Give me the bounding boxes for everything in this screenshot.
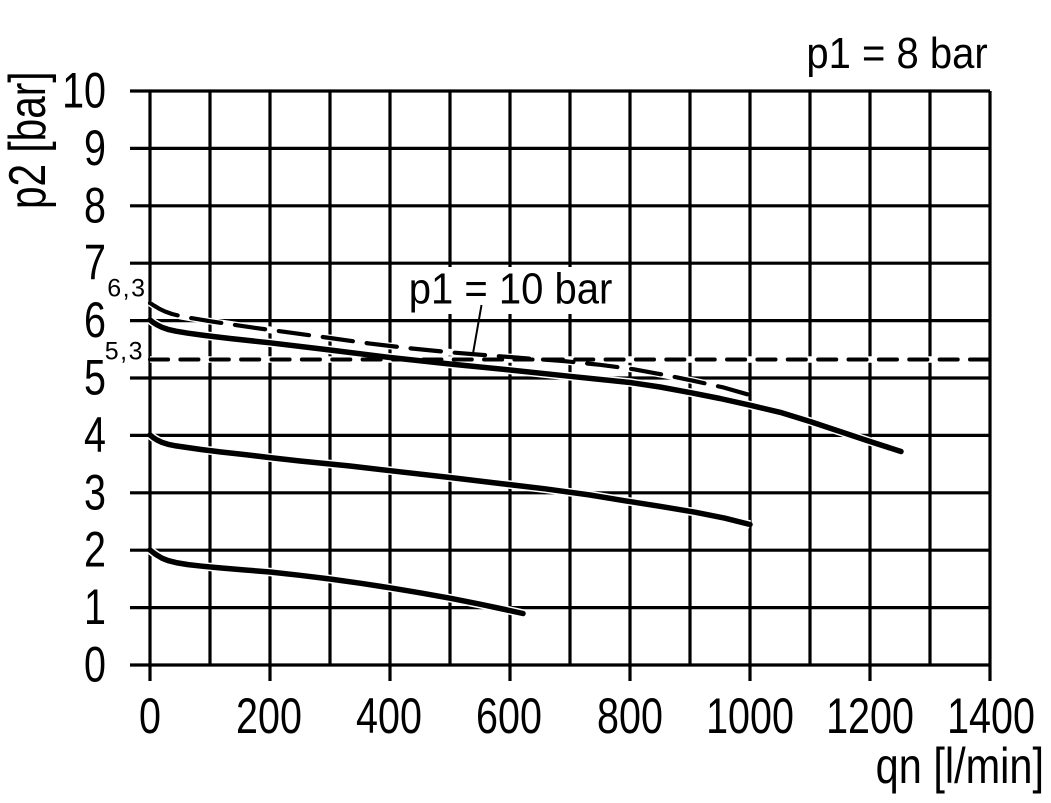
svg-text:400: 400 [356,688,422,745]
svg-text:p2 [bar]: p2 [bar] [0,71,56,209]
svg-text:5: 5 [84,349,106,406]
svg-text:6: 6 [84,292,106,349]
svg-text:0: 0 [139,688,161,745]
svg-text:2: 2 [84,521,106,578]
svg-text:3: 3 [84,464,106,521]
svg-text:200: 200 [236,688,302,745]
svg-text:p1 = 10 bar: p1 = 10 bar [409,264,613,313]
svg-text:1400: 1400 [947,688,1035,745]
svg-text:5,3: 5,3 [105,338,144,366]
svg-text:6,3: 6,3 [107,275,146,303]
svg-text:1000: 1000 [706,688,794,745]
svg-text:10: 10 [62,62,106,119]
svg-text:800: 800 [597,688,663,745]
svg-text:600: 600 [476,688,542,745]
svg-text:1: 1 [84,579,106,636]
svg-text:7: 7 [84,234,106,291]
svg-text:p1 = 8 bar: p1 = 8 bar [806,28,987,77]
svg-text:4: 4 [84,406,106,463]
svg-text:0: 0 [84,636,106,693]
svg-text:qn [l/min]: qn [l/min] [876,737,1044,794]
svg-text:8: 8 [84,177,106,234]
svg-text:1200: 1200 [826,688,914,745]
svg-text:9: 9 [84,119,106,176]
